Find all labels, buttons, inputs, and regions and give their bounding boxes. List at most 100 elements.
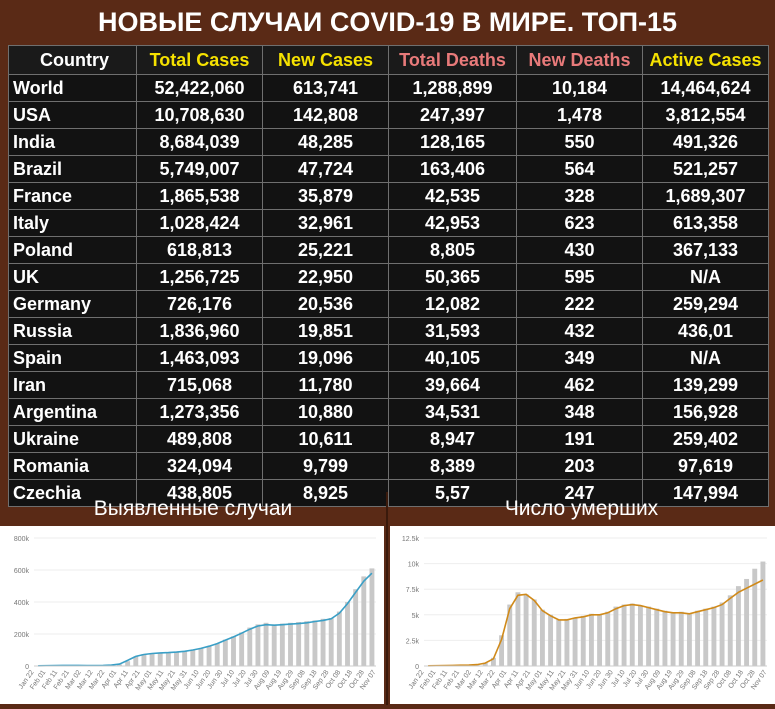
cell-active-cases: 1,689,307 [643, 183, 769, 210]
bar [581, 616, 586, 666]
bar [141, 654, 146, 666]
bar [231, 636, 236, 666]
cell-active-cases: N/A [643, 345, 769, 372]
cell-new-deaths: 595 [517, 264, 643, 291]
cell-country: Russia [9, 318, 137, 345]
bar [622, 605, 627, 666]
y-tick-label: 200k [14, 632, 30, 639]
cell-active-cases: 259,294 [643, 291, 769, 318]
bar [540, 610, 545, 666]
bar [736, 586, 741, 666]
bar [720, 603, 725, 666]
cell-total-deaths: 39,664 [389, 372, 517, 399]
cell-active-cases: 97,619 [643, 453, 769, 480]
y-tick-label: 10k [408, 562, 420, 569]
cell-country: Germany [9, 291, 137, 318]
bar [264, 623, 269, 666]
cell-active-cases: 139,299 [643, 372, 769, 399]
cell-total-cases: 324,094 [137, 453, 263, 480]
y-tick-label: 7.5k [406, 587, 420, 594]
y-tick-label: 400k [14, 600, 30, 607]
cell-country: World [9, 75, 137, 102]
bar [728, 595, 733, 666]
y-tick-label: 2.5k [406, 638, 420, 645]
cell-new-deaths: 222 [517, 291, 643, 318]
cell-new-cases: 20,536 [263, 291, 389, 318]
bar [638, 606, 643, 666]
cell-new-cases: 19,096 [263, 345, 389, 372]
bar [760, 562, 765, 666]
bar [564, 619, 569, 666]
cell-total-cases: 1,256,725 [137, 264, 263, 291]
cell-total-cases: 1,836,960 [137, 318, 263, 345]
bar [613, 607, 618, 666]
y-tick-label: 5k [412, 613, 420, 620]
cell-country: Ukraine [9, 426, 137, 453]
page-title: НОВЫЕ СЛУЧАИ COVID-19 В МИРЕ. ТОП-15 [0, 0, 775, 44]
cell-total-deaths: 50,365 [389, 264, 517, 291]
cell-country: India [9, 129, 137, 156]
cell-total-deaths: 8,389 [389, 453, 517, 480]
header-new-deaths: New Deaths [517, 46, 643, 75]
y-tick-label: 12.5k [402, 536, 420, 543]
cell-total-cases: 5,749,007 [137, 156, 263, 183]
cell-total-deaths: 12,082 [389, 291, 517, 318]
cell-active-cases: 14,464,624 [643, 75, 769, 102]
cell-new-deaths: 550 [517, 129, 643, 156]
cell-country: Romania [9, 453, 137, 480]
cell-new-deaths: 348 [517, 399, 643, 426]
deaths-chart-title: Число умерших [388, 492, 775, 526]
cell-new-deaths: 203 [517, 453, 643, 480]
cell-new-deaths: 328 [517, 183, 643, 210]
cell-active-cases: N/A [643, 264, 769, 291]
bar [321, 619, 326, 666]
bar [280, 624, 285, 666]
bar [605, 612, 610, 666]
cell-new-deaths: 191 [517, 426, 643, 453]
cell-total-cases: 52,422,060 [137, 75, 263, 102]
bar [247, 628, 252, 666]
cell-country: Italy [9, 210, 137, 237]
bar [207, 646, 212, 666]
bar [361, 576, 366, 666]
bar [532, 599, 537, 666]
cell-new-cases: 10,611 [263, 426, 389, 453]
cell-new-cases: 10,880 [263, 399, 389, 426]
bar [166, 652, 171, 666]
cell-active-cases: 491,326 [643, 129, 769, 156]
cell-new-deaths: 349 [517, 345, 643, 372]
bar [573, 618, 578, 666]
bar [272, 624, 277, 666]
cell-total-deaths: 42,535 [389, 183, 517, 210]
cell-new-deaths: 564 [517, 156, 643, 183]
cell-total-deaths: 8,947 [389, 426, 517, 453]
bar [654, 609, 659, 666]
cell-total-cases: 489,808 [137, 426, 263, 453]
cell-total-cases: 10,708,630 [137, 102, 263, 129]
bar [215, 644, 220, 666]
bar [190, 650, 195, 666]
bar [695, 611, 700, 666]
header-total-deaths: Total Deaths [389, 46, 517, 75]
bar [158, 653, 163, 666]
bar [255, 624, 260, 666]
bar [150, 653, 155, 666]
cell-new-cases: 48,285 [263, 129, 389, 156]
cell-country: Argentina [9, 399, 137, 426]
bar [744, 579, 749, 666]
cell-new-deaths: 462 [517, 372, 643, 399]
cell-total-cases: 1,028,424 [137, 210, 263, 237]
bar [671, 613, 676, 666]
